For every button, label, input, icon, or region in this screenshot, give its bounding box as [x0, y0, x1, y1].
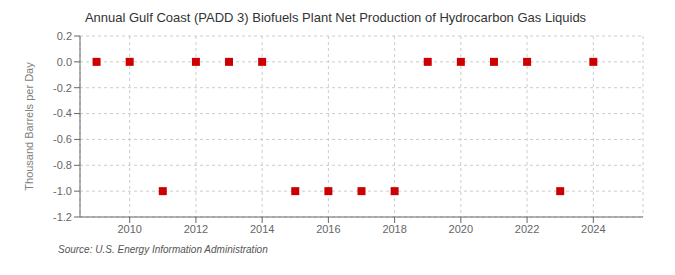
- svg-text:2020: 2020: [449, 223, 473, 235]
- html-text:Source: U.S. Energy Informatio: Source: U.S. Energy Information Administ…: [58, 244, 268, 255]
- svg-text:2010: 2010: [117, 223, 141, 235]
- svg-text:-0.2: -0.2: [53, 82, 72, 94]
- svg-text:-1.2: -1.2: [53, 211, 72, 223]
- svg-text:2016: 2016: [316, 223, 340, 235]
- svg-text:-0.4: -0.4: [53, 107, 72, 119]
- svg-text:-0.6: -0.6: [53, 133, 72, 145]
- svg-text:-1.0: -1.0: [53, 185, 72, 197]
- svg-text:2012: 2012: [184, 223, 208, 235]
- svg-text:2024: 2024: [581, 223, 605, 235]
- svg-text:0.2: 0.2: [57, 30, 72, 42]
- svg-text:2018: 2018: [382, 223, 406, 235]
- svg-text:Thousand Barrels per Day: Thousand Barrels per Day: [23, 62, 35, 191]
- svg-text:2022: 2022: [515, 223, 539, 235]
- html-text:Annual Gulf Coast (PADD 3) Bio: Annual Gulf Coast (PADD 3) Biofuels Plan…: [84, 10, 587, 25]
- svg-text:-0.8: -0.8: [53, 159, 72, 171]
- svg-text:0.0: 0.0: [57, 56, 72, 68]
- svg-text:2014: 2014: [250, 223, 274, 235]
